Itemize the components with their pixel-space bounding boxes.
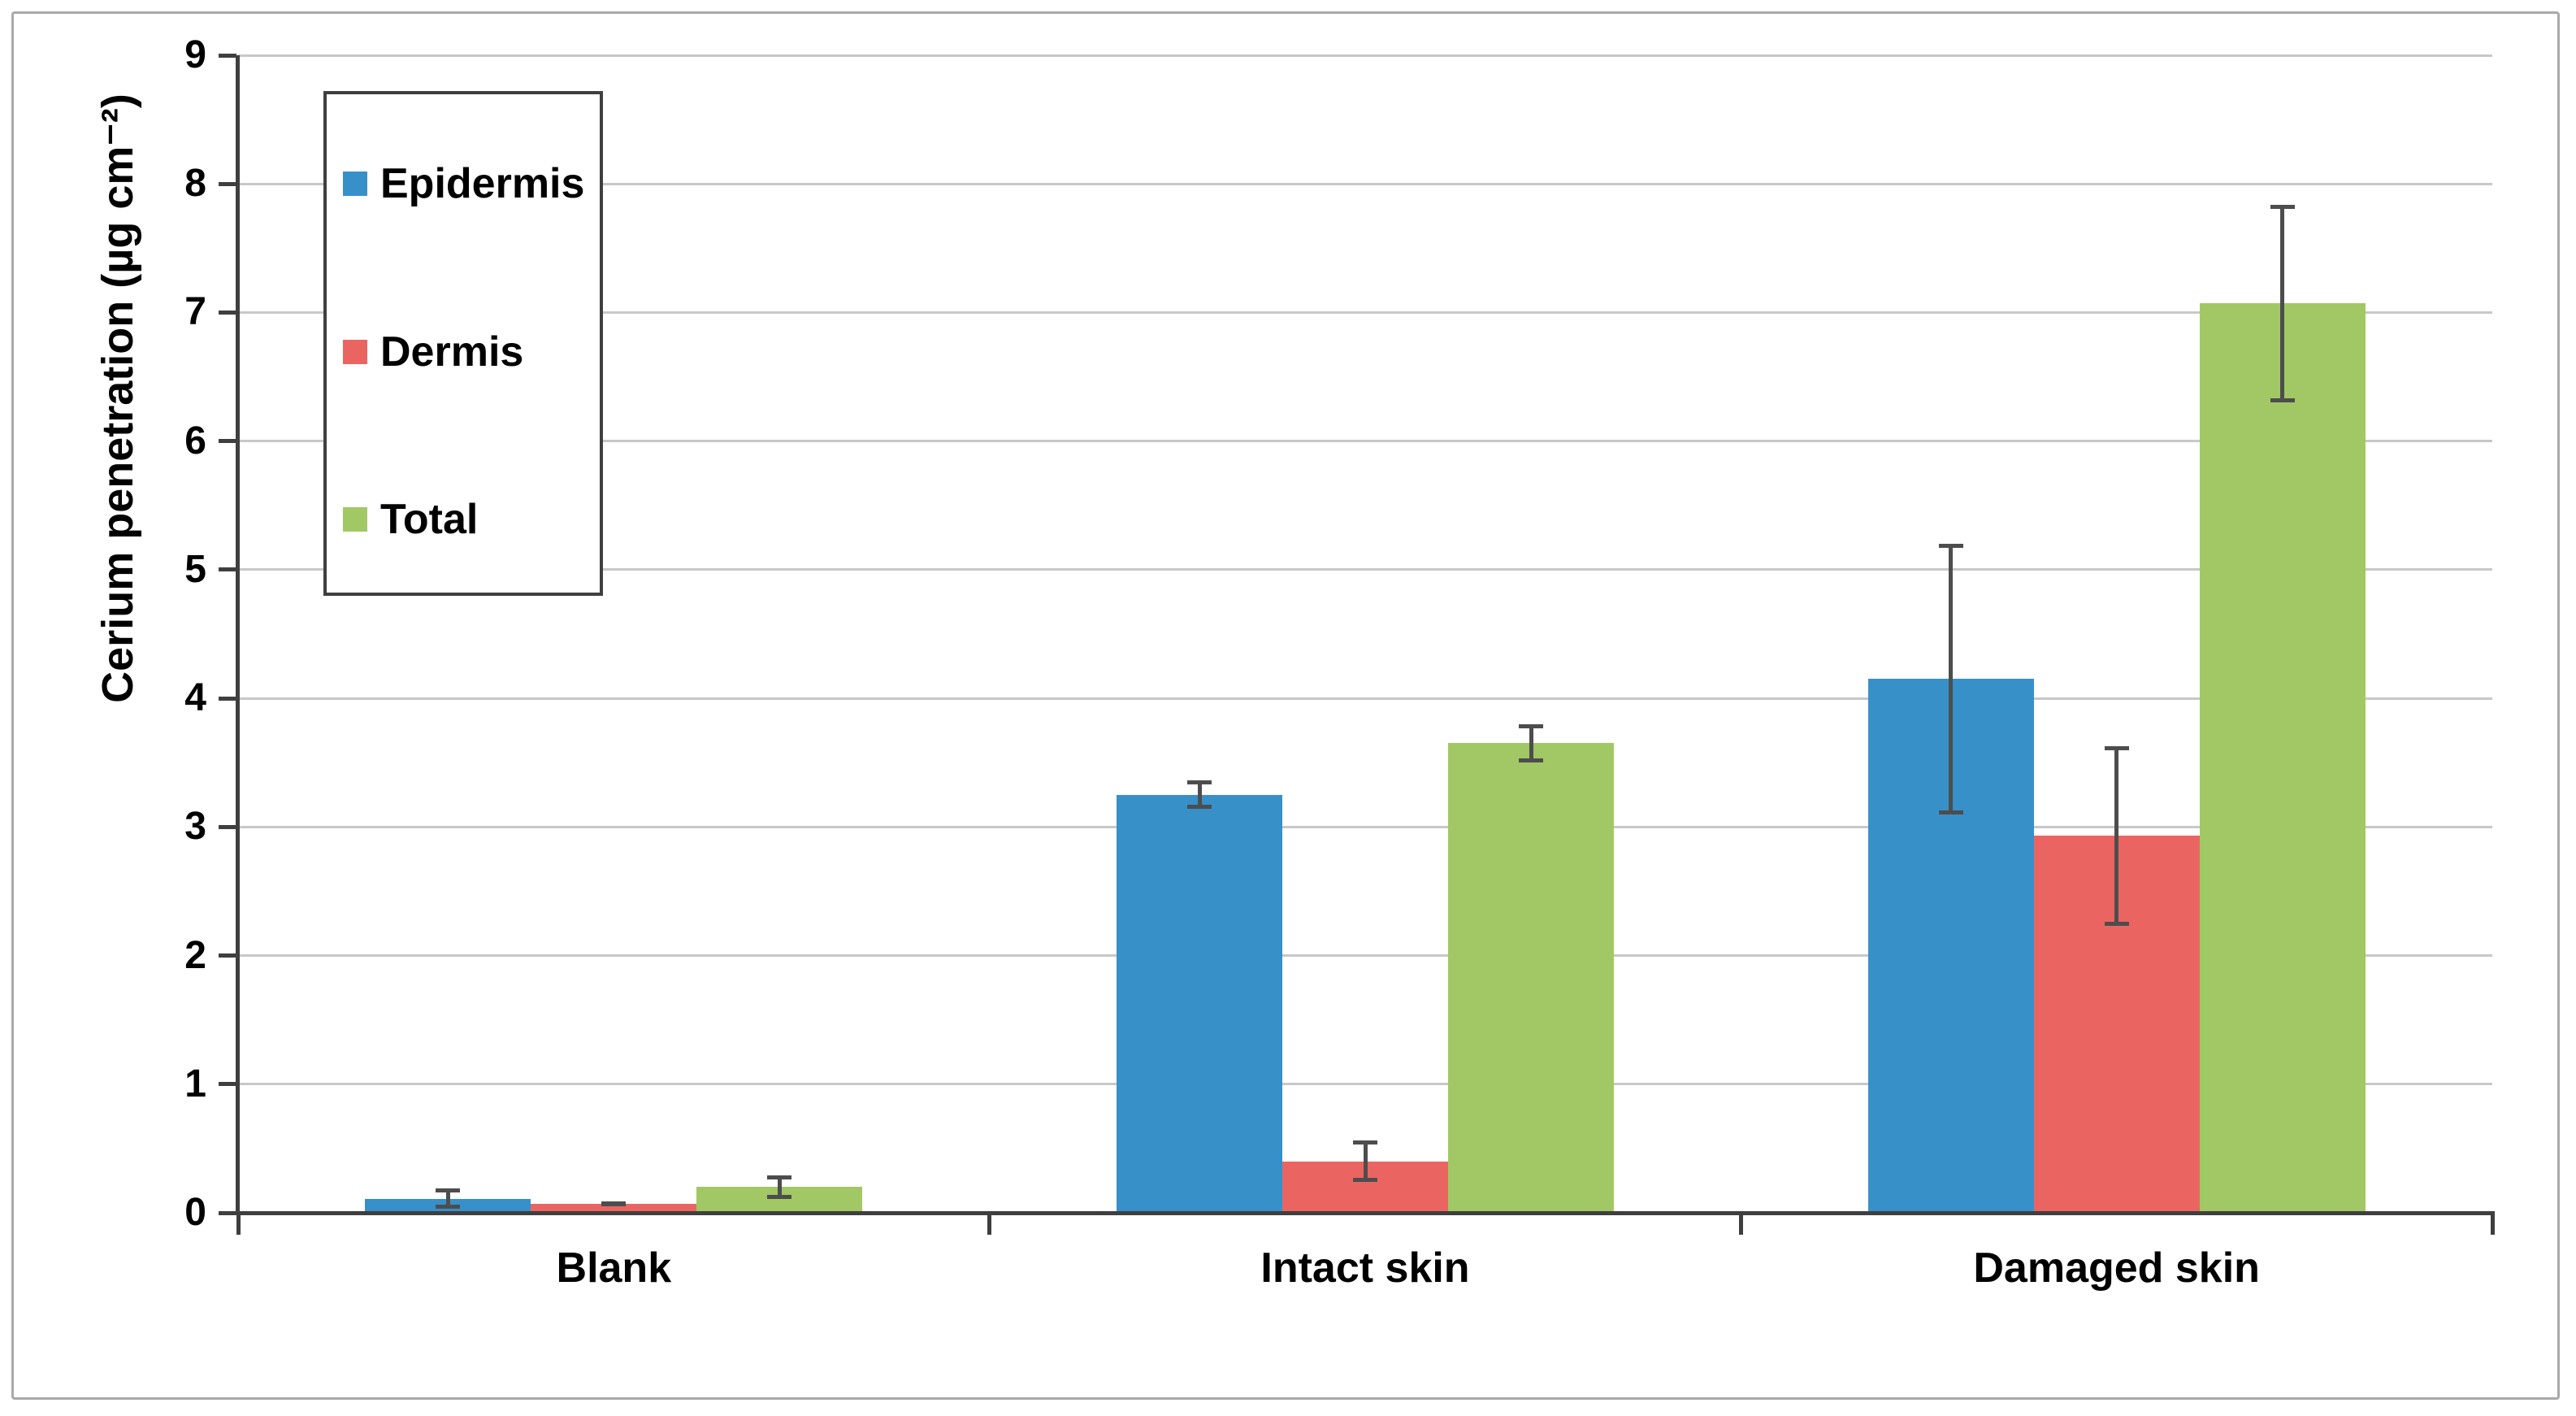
figure-border [11, 11, 2560, 1400]
error-cap-bottom [2270, 398, 2295, 403]
error-bar-total-blank [767, 1175, 792, 1199]
error-cap-top [2104, 745, 2129, 750]
x-category-label-intact-skin: Intact skin [1260, 1244, 1470, 1292]
y-tick-label-6: 6 [184, 419, 206, 463]
error-cap-top [436, 1188, 461, 1192]
y-tick-6 [219, 439, 236, 444]
x-tick-3 [2490, 1215, 2495, 1235]
y-tick-0 [219, 1210, 236, 1215]
gridline-1 [238, 1083, 2492, 1086]
legend-swatch-dermis [343, 339, 367, 364]
error-cap-bottom [1187, 805, 1212, 810]
y-tick-label-1: 1 [184, 1062, 206, 1105]
y-tick-3 [219, 824, 236, 829]
error-line [1363, 1140, 1368, 1183]
error-cap-top [1353, 1140, 1377, 1145]
bar-total-intact-skin [1448, 743, 1614, 1213]
bar-epidermis-intact-skin [1117, 794, 1282, 1213]
bar-total-damaged-skin [2199, 303, 2366, 1213]
x-axis-line [236, 1211, 2495, 1215]
error-cap-bottom [436, 1205, 461, 1210]
y-tick-label-3: 3 [184, 805, 206, 849]
error-cap-top [2270, 204, 2295, 209]
error-line [777, 1175, 782, 1199]
y-tick-4 [219, 696, 236, 701]
error-bar-total-intact-skin [1519, 723, 1543, 763]
error-bar-epidermis-damaged-skin [1938, 544, 1963, 814]
x-tick-2 [1738, 1215, 1743, 1235]
legend-entry-dermis: Dermis [343, 328, 600, 376]
legend-swatch-total [343, 507, 367, 532]
error-bar-epidermis-blank [436, 1188, 461, 1210]
legend-label-total: Total [380, 496, 479, 543]
gridline-2 [238, 954, 2492, 958]
legend-label-epidermis: Epidermis [380, 160, 585, 207]
y-tick-1 [219, 1082, 236, 1087]
error-bar-total-damaged-skin [2270, 204, 2295, 403]
y-tick-label-4: 4 [184, 676, 206, 720]
gridline-3 [238, 825, 2492, 828]
bars-layer [238, 55, 2492, 1213]
plot-area [238, 54, 2492, 1213]
error-bar-epidermis-intact-skin [1187, 780, 1212, 810]
error-cap-bottom [1938, 810, 1963, 814]
y-tick-label-2: 2 [184, 933, 206, 977]
y-tick-label-5: 5 [184, 547, 206, 591]
error-cap-top [1187, 780, 1212, 785]
y-tick-label-7: 7 [184, 290, 206, 334]
x-category-label-damaged-skin: Damaged skin [1973, 1244, 2260, 1292]
error-line [1949, 544, 1954, 814]
error-line [1529, 723, 1533, 763]
legend-swatch-epidermis [343, 172, 367, 196]
error-cap-top [1938, 544, 1963, 549]
error-cap-top [1519, 723, 1543, 728]
legend-label-dermis: Dermis [380, 328, 524, 376]
error-line [445, 1188, 450, 1210]
error-line [2280, 204, 2285, 403]
y-tick-5 [219, 567, 236, 572]
gridline-8 [238, 182, 2492, 185]
error-bar-dermis-intact-skin [1353, 1140, 1377, 1183]
error-cap-top [767, 1175, 792, 1180]
gridline-9 [238, 54, 2492, 57]
legend: Epidermis Dermis Total [323, 91, 603, 596]
y-axis-line [236, 55, 240, 1215]
error-cap-bottom [1519, 758, 1543, 763]
y-tick-9 [219, 53, 236, 58]
gridline-4 [238, 697, 2492, 700]
error-cap-bottom [1353, 1178, 1377, 1183]
x-category-label-blank: Blank [556, 1244, 672, 1292]
error-bar-dermis-blank [601, 1201, 627, 1207]
y-tick-7 [219, 310, 236, 315]
error-line [1197, 780, 1202, 810]
error-cap-bottom [2104, 922, 2129, 927]
y-tick-8 [219, 181, 236, 186]
y-tick-2 [219, 953, 236, 958]
gridline-6 [238, 440, 2492, 443]
gridline-5 [238, 568, 2492, 571]
error-bar-dermis-damaged-skin [2104, 745, 2129, 927]
error-line [2114, 745, 2119, 927]
y-tick-label-8: 8 [184, 162, 206, 206]
y-tick-label-9: 9 [184, 33, 206, 76]
error-cap-bottom [601, 1202, 627, 1207]
x-tick-1 [987, 1215, 992, 1235]
legend-entry-epidermis: Epidermis [343, 159, 600, 208]
y-tick-label-0: 0 [184, 1191, 206, 1234]
legend-entry-total: Total [343, 495, 600, 544]
bar-dermis-blank [531, 1203, 697, 1213]
error-cap-bottom [767, 1194, 792, 1199]
x-tick-0 [236, 1215, 241, 1235]
gridline-7 [238, 311, 2492, 314]
